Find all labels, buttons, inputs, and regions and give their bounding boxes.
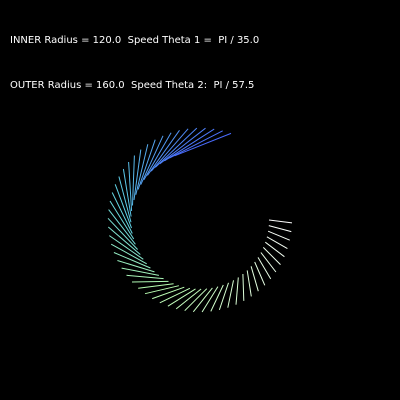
pattern-line — [143, 132, 172, 181]
pattern-line — [126, 274, 164, 280]
pattern-line — [128, 161, 133, 212]
pattern-line — [121, 267, 159, 276]
pattern-line — [235, 277, 239, 305]
pattern-line — [268, 219, 293, 224]
inner-radius-readout: INNER Radius = 120.0 Speed Theta 1 = PI … — [10, 35, 260, 46]
pattern-line — [242, 273, 245, 301]
pattern-line — [210, 284, 224, 312]
hud-readout: INNER Radius = 120.0 Speed Theta 1 = PI … — [10, 3, 259, 108]
pattern-line — [117, 260, 155, 273]
pattern-line — [140, 135, 164, 185]
pattern-line — [257, 257, 272, 280]
pattern-line — [133, 149, 142, 201]
pattern-line — [184, 288, 208, 312]
pattern-line — [122, 168, 132, 217]
pattern-line — [135, 144, 149, 195]
pattern-line — [262, 247, 281, 265]
pattern-line — [109, 200, 135, 240]
pattern-line — [132, 155, 135, 206]
pattern-line — [267, 230, 290, 241]
pattern-line — [250, 266, 259, 292]
pattern-line — [107, 226, 141, 255]
pattern-line — [201, 286, 219, 313]
pattern-line — [107, 217, 138, 250]
pattern-line — [169, 130, 223, 159]
pattern-line — [266, 236, 288, 250]
pattern-line — [268, 225, 292, 233]
pattern-line — [227, 280, 234, 308]
pattern-line — [159, 127, 206, 165]
outer-radius-readout: OUTER Radius = 160.0 Speed Theta 2: PI /… — [10, 80, 255, 91]
pattern-line — [109, 235, 144, 260]
pattern-line — [192, 287, 213, 313]
pattern-line — [264, 241, 285, 258]
pattern-line — [144, 285, 180, 295]
pattern-line — [254, 261, 266, 286]
pattern-line — [118, 176, 132, 223]
pattern-line — [110, 243, 147, 265]
pattern-line — [137, 139, 156, 190]
pattern-line — [108, 209, 136, 245]
pattern-line — [114, 184, 132, 229]
pattern-line — [146, 130, 180, 176]
pattern-line — [246, 270, 252, 297]
pattern-line — [131, 280, 169, 283]
pattern-line — [150, 128, 189, 172]
pattern-line — [174, 132, 232, 157]
pattern-line — [152, 286, 185, 300]
pattern-line — [138, 283, 174, 289]
pattern-line — [260, 252, 277, 273]
pattern-line — [159, 287, 191, 304]
pattern-line — [175, 288, 202, 310]
pattern-line — [113, 252, 151, 269]
pattern-line — [164, 128, 215, 162]
pattern-line — [167, 288, 196, 307]
pattern-line — [154, 127, 198, 168]
pattern-line — [218, 282, 229, 311]
pattern-line — [111, 192, 133, 234]
